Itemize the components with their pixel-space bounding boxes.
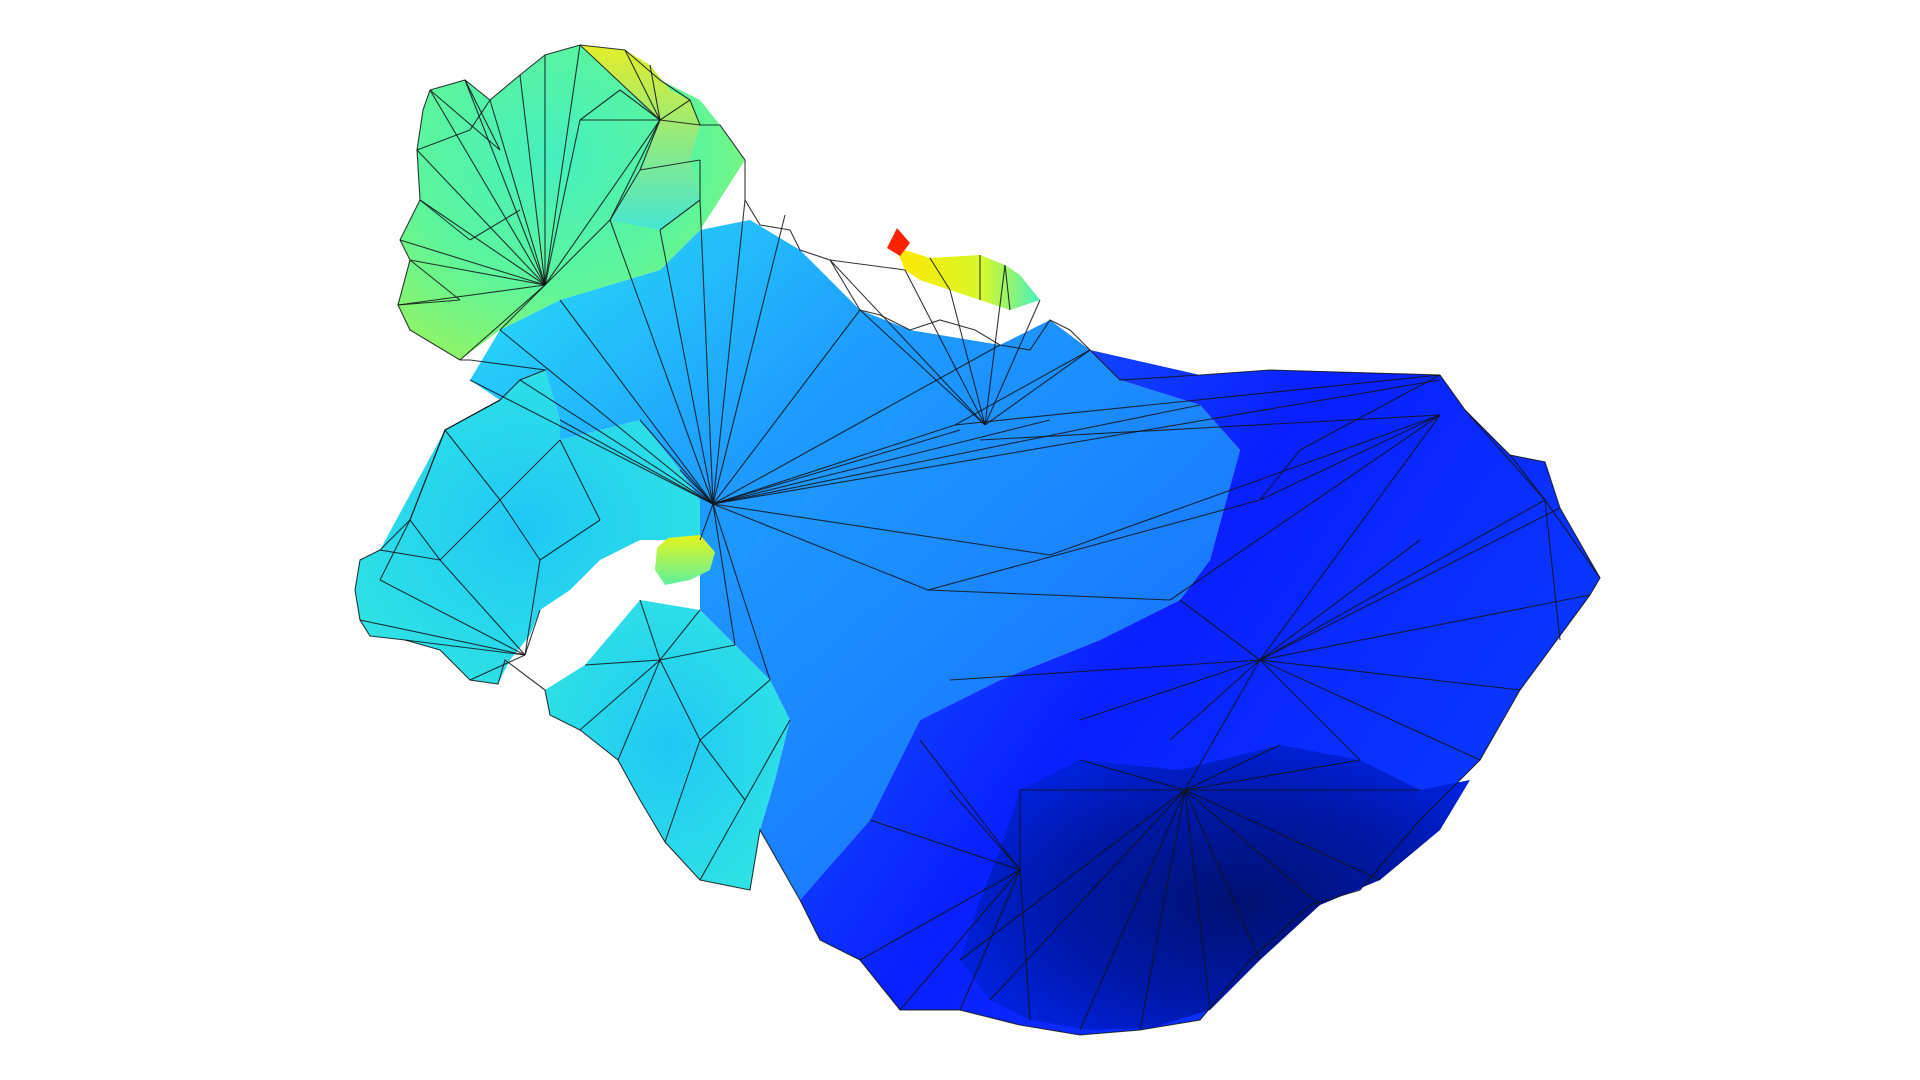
region-south-core xyxy=(960,745,1470,1030)
region-center-band xyxy=(470,220,1240,900)
region-top-right-lobe xyxy=(580,45,700,230)
region-notch-hotspot xyxy=(655,535,715,585)
region-lower-left-lobe xyxy=(355,370,700,684)
region-ridge-hotspot xyxy=(895,245,1040,310)
region-notch-lobe xyxy=(545,600,790,890)
mesh-edges xyxy=(354,44,1601,1036)
region-peak-spike xyxy=(887,228,910,256)
